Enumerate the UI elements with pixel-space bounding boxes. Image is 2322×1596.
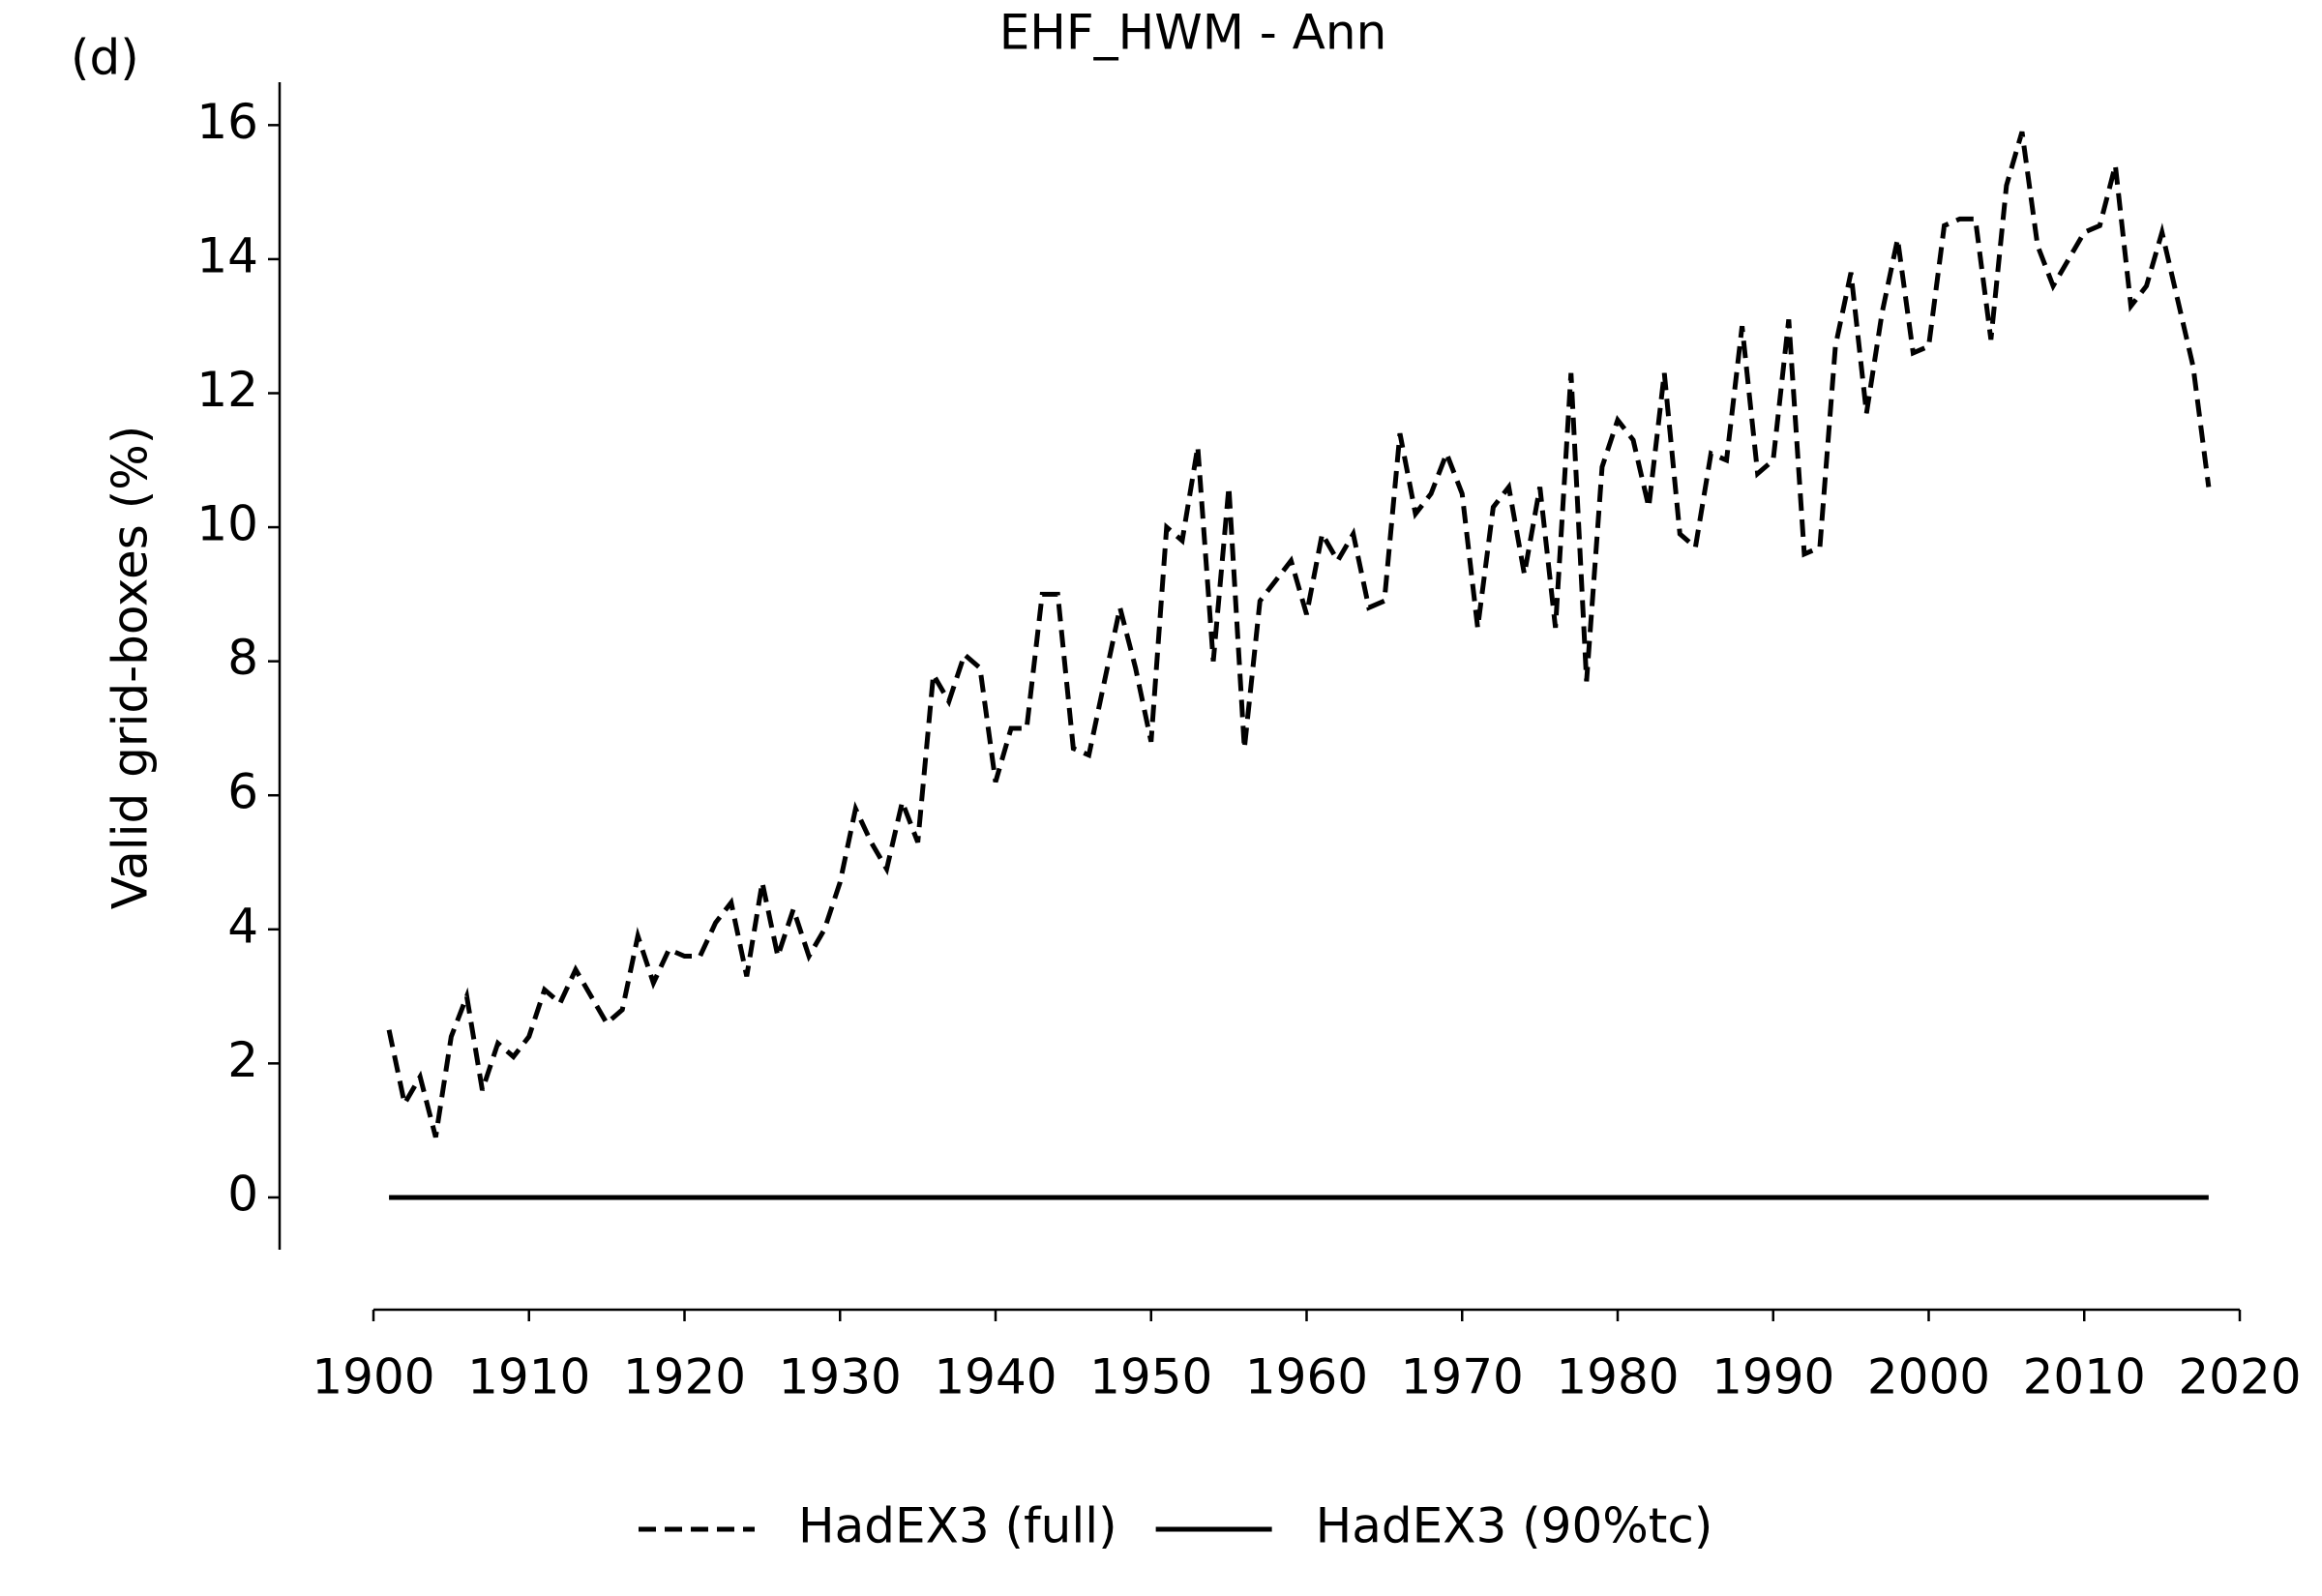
legend-label: HadEX3 (90%tc) <box>1316 1498 1713 1554</box>
y-tick-label: 8 <box>227 630 258 686</box>
y-tick-label: 16 <box>196 94 258 150</box>
panel-label: (d) <box>71 30 139 86</box>
x-tick-label: 2000 <box>1867 1349 1990 1405</box>
x-tick-label: 1960 <box>1245 1349 1368 1405</box>
x-tick-label: 1990 <box>1712 1349 1834 1405</box>
x-tick-label: 1910 <box>467 1349 590 1405</box>
x-tick-label: 1920 <box>623 1349 746 1405</box>
y-axis-label: Valid grid-boxes (%) <box>103 426 159 909</box>
y-tick-label: 0 <box>227 1166 258 1222</box>
y-tick-label: 6 <box>227 764 258 820</box>
x-tick-label: 2020 <box>2178 1349 2301 1405</box>
y-tick-label: 2 <box>227 1032 258 1088</box>
y-tick-label: 4 <box>227 898 258 954</box>
x-tick-label: 1970 <box>1401 1349 1524 1405</box>
chart-title: EHF_HWM - Ann <box>999 5 1387 61</box>
x-tick-label: 1950 <box>1089 1349 1212 1405</box>
y-tick-label: 10 <box>196 496 258 552</box>
x-tick-label: 1930 <box>779 1349 902 1405</box>
legend-label: HadEX3 (full) <box>798 1498 1117 1554</box>
data-line <box>386 131 2212 1138</box>
y-tick-label: 12 <box>196 362 258 418</box>
x-tick-label: 2010 <box>2023 1349 2146 1405</box>
x-tick-label: 1900 <box>312 1349 434 1405</box>
x-tick-label: 1940 <box>934 1349 1057 1405</box>
x-tick-label: 1980 <box>1556 1349 1679 1405</box>
y-tick-label: 14 <box>196 227 258 283</box>
